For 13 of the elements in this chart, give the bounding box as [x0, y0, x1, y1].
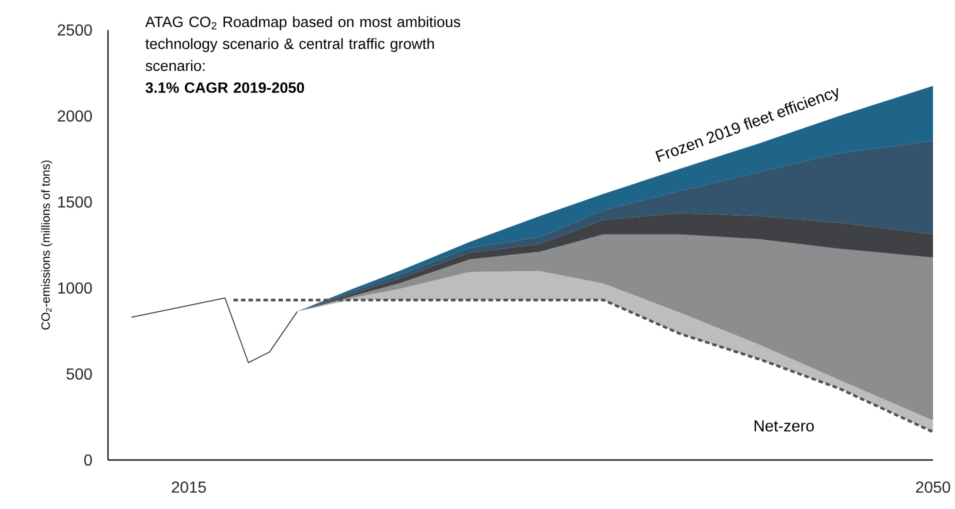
chart-title: ATAG CO$_{2}$ Roadmap based on most ambitious technology scenario & central traffic growth scenario: [145, 16, 460, 71]
y-axis-title: CO$_{2}$-emissions (millions of tons) [41, 160, 52, 330]
y-tick-label: 2000 [58, 110, 92, 122]
text: 3.1% CAGR 2019-2050 [146, 82, 304, 93]
y-tick-label: 0 [84, 454, 92, 466]
y-tick-label: 1500 [58, 196, 92, 208]
line-series [130, 297, 298, 364]
y-tick-label: 2500 [58, 24, 92, 36]
x-tick-label: 2015 [172, 482, 206, 493]
y-tick-label: 1000 [58, 282, 92, 294]
x-tick-label: 2050 [916, 482, 950, 493]
text: Net-zero [754, 420, 814, 432]
y-tick-label: 500 [66, 368, 92, 380]
